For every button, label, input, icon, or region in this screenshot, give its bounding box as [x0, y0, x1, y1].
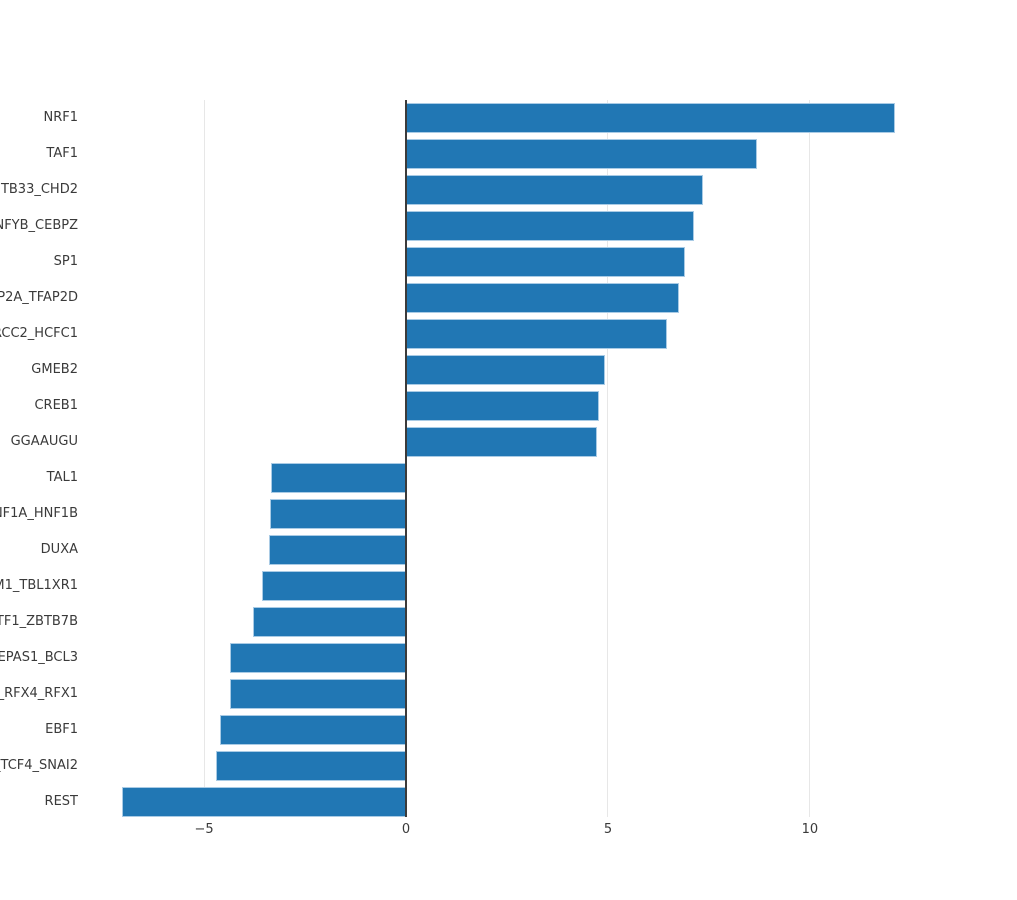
- y-axis-label: _TCF4_SNAI2: [0, 758, 78, 773]
- bar: [406, 103, 895, 133]
- bar: [406, 283, 679, 313]
- bar: [262, 571, 406, 601]
- y-axis-label: AP2A_TFAP2D: [0, 290, 78, 305]
- y-axis-label: BTB33_CHD2: [0, 182, 78, 197]
- y-axis-label: EPAS1_BCL3: [0, 650, 78, 665]
- y-axis-label: GMEB2: [31, 362, 78, 377]
- bar: [406, 175, 703, 205]
- gridline: [203, 100, 205, 817]
- y-axis-label: NFYB_CEBPZ: [0, 218, 78, 233]
- y-axis-label: CREB1: [34, 398, 78, 413]
- bar: [271, 463, 406, 493]
- bar: [406, 355, 606, 385]
- bar: [229, 679, 406, 709]
- bar: [406, 247, 685, 277]
- y-axis-label: TAF1: [46, 146, 78, 161]
- gridline: [607, 100, 609, 817]
- zero-axis-line: [405, 100, 407, 817]
- y-axis-label: GGAAUGU: [10, 434, 78, 449]
- y-axis-label: TAL1: [46, 470, 78, 485]
- x-tick-label: 5: [603, 822, 613, 837]
- bar: [220, 715, 406, 745]
- x-tick-label: 10: [801, 822, 819, 837]
- bar: [229, 643, 406, 673]
- y-axis-label: ITF1_ZBTB7B: [0, 614, 78, 629]
- bar: [406, 391, 600, 421]
- y-axis-label: EBF1: [45, 722, 78, 737]
- bar: [216, 751, 406, 781]
- y-axis-label: M1_TBL1XR1: [0, 578, 78, 593]
- bar: [268, 535, 406, 565]
- bar: [269, 499, 406, 529]
- bar: [406, 211, 694, 241]
- bar: [406, 319, 667, 349]
- y-axis-label: REST: [44, 794, 78, 809]
- bar: [406, 427, 598, 457]
- gridline: [809, 100, 811, 817]
- y-axis-label: SP1: [53, 254, 78, 269]
- x-tick-label: −5: [194, 822, 214, 837]
- bar: [252, 607, 406, 637]
- x-tick-label: 0: [401, 822, 411, 837]
- bar: [406, 139, 758, 169]
- y-axis-label: NF1A_HNF1B: [0, 506, 78, 521]
- y-axis-label: NRF1: [43, 110, 78, 125]
- y-axis-label: DUXA: [40, 542, 78, 557]
- y-axis-label: RCC2_HCFC1: [0, 326, 78, 341]
- bar: [122, 787, 406, 817]
- y-axis-label: _RFX4_RFX1: [0, 686, 78, 701]
